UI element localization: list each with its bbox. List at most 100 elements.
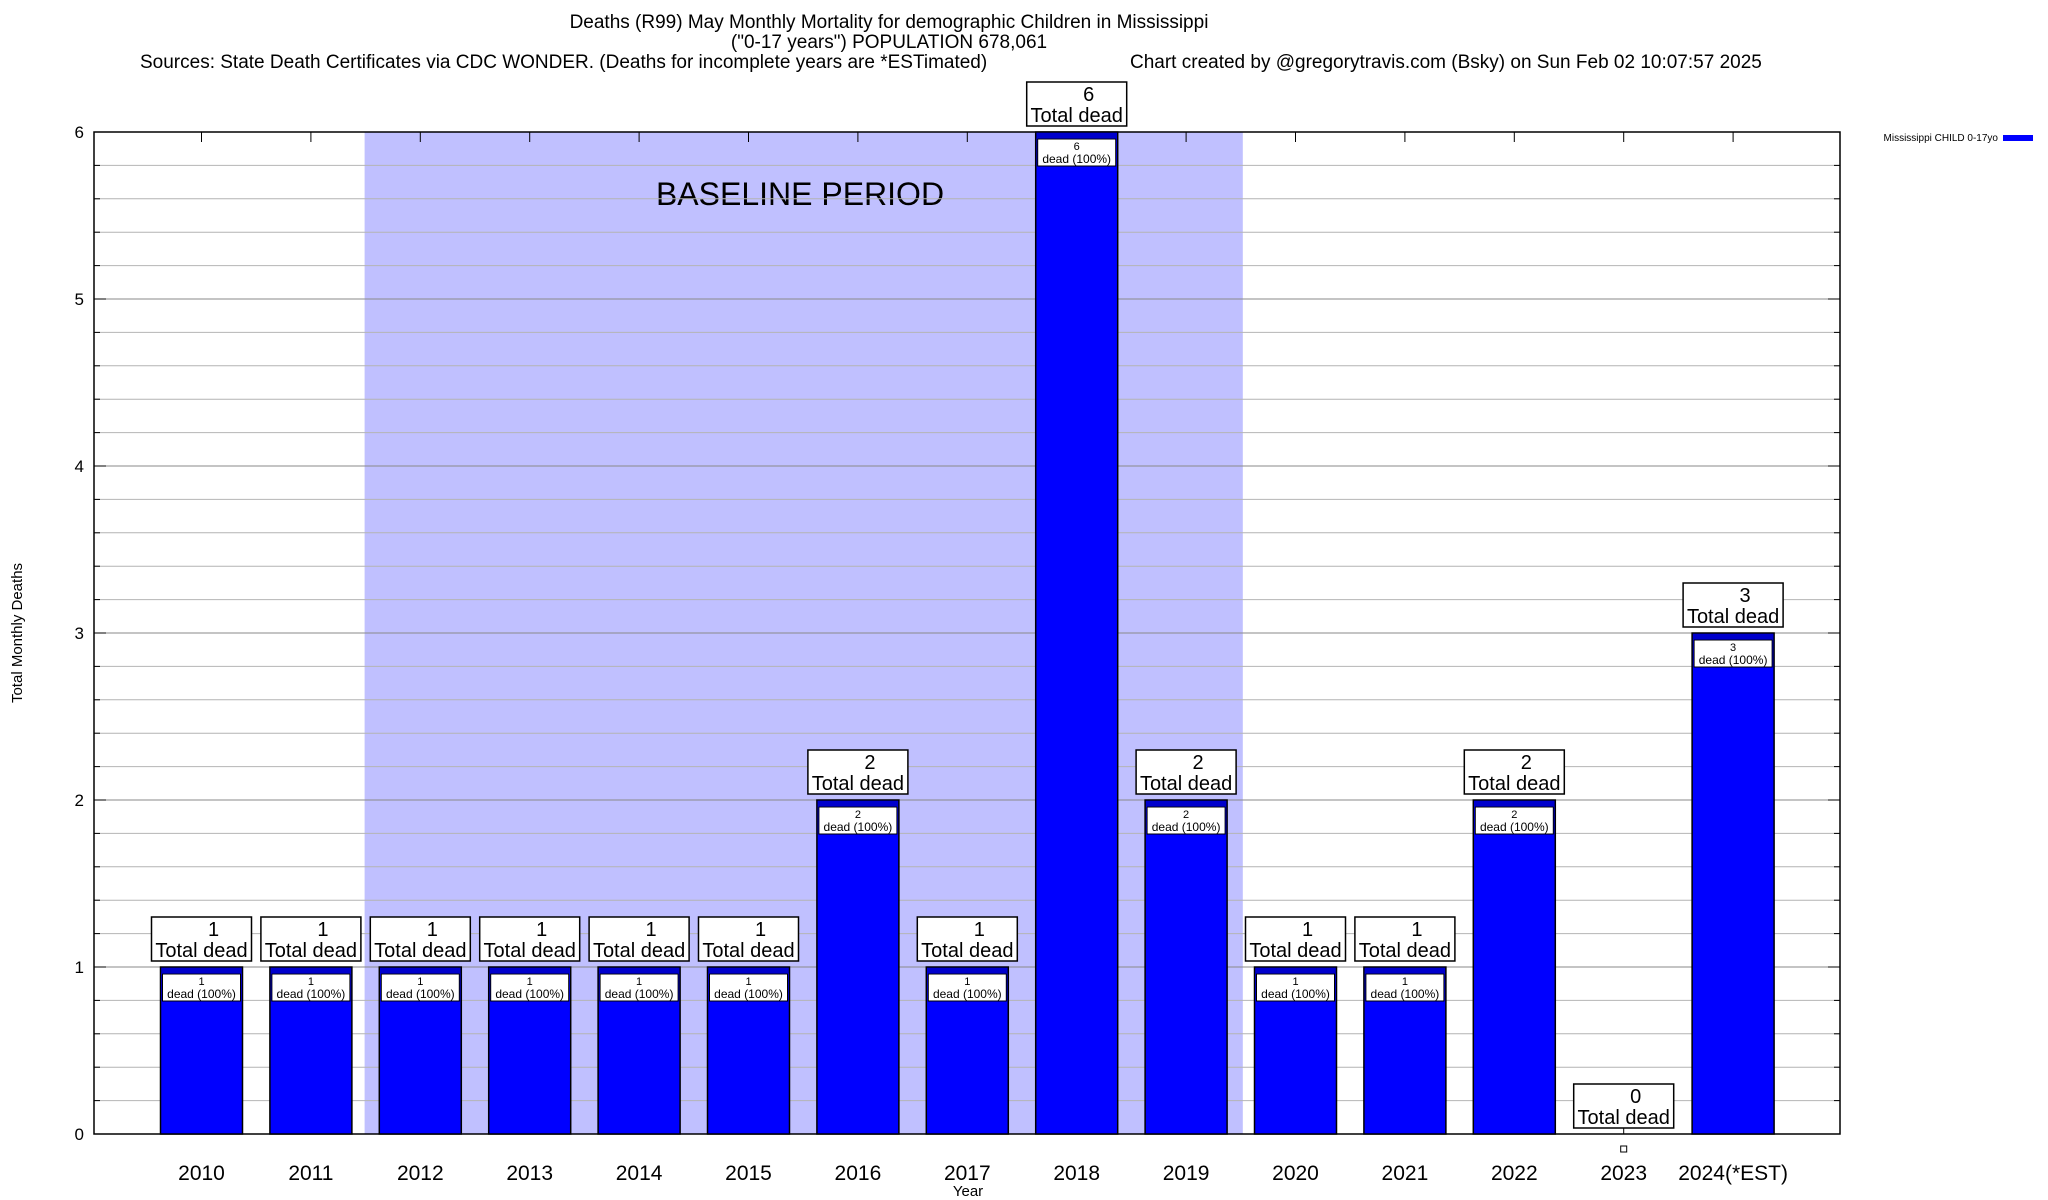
total-label-text: Total dead — [155, 940, 247, 962]
inner-label-text: dead (100%) — [1699, 653, 1768, 667]
total-label-box — [478, 916, 581, 962]
inner-label-text: dead (100%) — [824, 820, 893, 834]
total-label-box — [369, 916, 472, 962]
inner-label-count: 6 — [1074, 141, 1080, 153]
y-tick-label: 2 — [75, 791, 84, 810]
x-tick-label: 2012 — [397, 1162, 444, 1185]
bar-top-cap — [1364, 968, 1445, 973]
total-label-box — [916, 916, 1019, 962]
y-tick-label: 4 — [75, 457, 84, 476]
bar-top-cap — [1036, 133, 1117, 138]
total-label-count: 0 — [1630, 1086, 1641, 1108]
inner-label-box — [927, 973, 1007, 1002]
total-label-box — [1354, 916, 1456, 962]
inner-label-box — [709, 973, 788, 1002]
inner-label-box — [1146, 806, 1226, 835]
total-label-count: 1 — [536, 919, 547, 941]
total-label-count: 1 — [427, 919, 438, 941]
x-axis-label: Year — [953, 1183, 983, 1200]
inner-label-count: 2 — [1511, 809, 1517, 821]
total-label-text: Total dead — [374, 940, 466, 962]
inner-label-box — [1365, 973, 1445, 1002]
total-label-count: 1 — [974, 919, 985, 941]
inner-label-text: dead (100%) — [1261, 987, 1330, 1001]
total-label-text: Total dead — [484, 940, 576, 962]
x-tick-label: 2013 — [506, 1162, 553, 1185]
bar — [816, 799, 900, 1135]
zero-marker — [1620, 1145, 1628, 1153]
y-axis-label: Total Monthly Deaths — [9, 563, 26, 703]
total-label-text: Total dead — [702, 940, 794, 962]
total-label-box — [588, 916, 690, 962]
inner-label-box — [490, 973, 570, 1002]
x-tick-label: 2010 — [178, 1162, 225, 1185]
total-label-text: Total dead — [1359, 940, 1451, 962]
inner-label-count: 1 — [198, 976, 204, 988]
chart-title-line-2: ("0-17 years") POPULATION 678,061 — [730, 32, 1048, 53]
total-label-box — [1682, 582, 1784, 628]
total-label-count: 2 — [1521, 752, 1532, 774]
total-label-count: 6 — [1083, 84, 1094, 106]
inner-label-count: 1 — [745, 976, 751, 988]
total-label-box — [260, 916, 362, 962]
total-label-count: 1 — [646, 919, 657, 941]
total-label-count: 1 — [208, 919, 219, 941]
inner-label-text: dead (100%) — [933, 987, 1002, 1001]
inner-label-text: dead (100%) — [1152, 820, 1221, 834]
inner-label-box — [162, 973, 241, 1002]
x-tick-label: 2021 — [1382, 1162, 1429, 1185]
legend-swatch — [2003, 135, 2033, 141]
inner-label-box — [1037, 138, 1117, 167]
x-tick-label: 2019 — [1163, 1162, 1210, 1185]
total-label-count: 1 — [1411, 919, 1422, 941]
total-label-box — [1463, 749, 1566, 795]
bar-top-cap — [1146, 801, 1227, 806]
inner-label-box — [599, 973, 679, 1002]
total-label-text: Total dead — [1031, 105, 1123, 127]
total-label-text: Total dead — [1468, 773, 1560, 795]
inner-label-count: 1 — [1292, 976, 1298, 988]
inner-label-text: dead (100%) — [1480, 820, 1549, 834]
bar — [1034, 131, 1119, 1135]
inner-label-box — [1256, 973, 1335, 1002]
bar — [1144, 799, 1228, 1135]
total-label-count: 2 — [1193, 752, 1204, 774]
inner-label-text: dead (100%) — [1371, 987, 1440, 1001]
y-tick-label: 1 — [75, 958, 84, 977]
bar-top-cap — [1255, 968, 1336, 973]
x-tick-label: 2018 — [1053, 1162, 1100, 1185]
total-label-text: Total dead — [1578, 1107, 1670, 1129]
inner-label-text: dead (100%) — [386, 987, 455, 1001]
x-tick-label: 2022 — [1491, 1162, 1538, 1185]
bar-top-cap — [1693, 634, 1774, 639]
bar-top-cap — [489, 968, 570, 973]
bar-top-cap — [270, 968, 351, 973]
total-label-box — [150, 916, 253, 962]
inner-label-text: dead (100%) — [605, 987, 674, 1001]
y-tick-label: 6 — [75, 123, 84, 142]
x-tick-label: 2020 — [1272, 1162, 1319, 1185]
total-label-text: Total dead — [1249, 940, 1341, 962]
total-label-count: 2 — [864, 752, 875, 774]
inner-label-count: 2 — [1183, 809, 1189, 821]
inner-label-count: 1 — [636, 976, 642, 988]
total-label-box — [1572, 1083, 1675, 1129]
y-tick-label: 0 — [75, 1125, 84, 1144]
inner-label-box — [1474, 806, 1554, 835]
inner-label-count: 1 — [308, 976, 314, 988]
inner-label-text: dead (100%) — [495, 987, 564, 1001]
bar — [1691, 632, 1775, 1135]
total-label-count: 3 — [1740, 585, 1751, 607]
total-label-text: Total dead — [921, 940, 1013, 962]
baseline-period-label: BASELINE PERIOD — [656, 176, 944, 212]
legend-label: Mississippi CHILD 0-17yo — [1884, 133, 1999, 144]
chart-sources-note: Sources: State Death Certificates via CD… — [140, 52, 988, 73]
total-label-text: Total dead — [593, 940, 685, 962]
bar-top-cap — [161, 968, 242, 973]
bar-top-cap — [927, 968, 1008, 973]
total-label-box — [1135, 749, 1237, 795]
inner-label-count: 2 — [855, 809, 861, 821]
total-label-box — [807, 749, 909, 795]
bar-top-cap — [708, 968, 789, 973]
